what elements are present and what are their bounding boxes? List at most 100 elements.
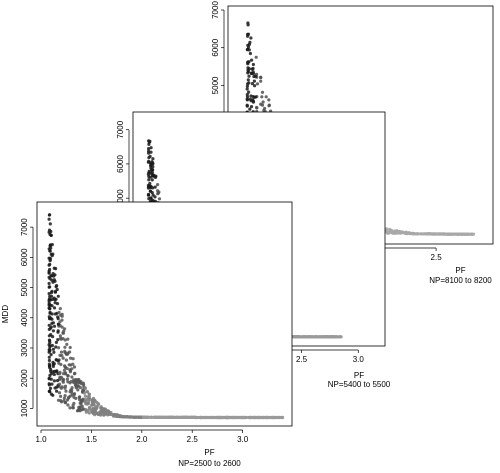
scatter-point [81, 381, 85, 385]
scatter-point [251, 66, 255, 71]
scatter-point [313, 335, 317, 339]
scatter-point [157, 197, 162, 201]
scatter-point [254, 55, 258, 59]
scatter-point [152, 415, 156, 419]
scatter-point [58, 334, 63, 338]
scatter-point [65, 366, 69, 371]
scatter-point [441, 232, 445, 236]
panel-subtitle: NP=5400 to 5500 [328, 380, 391, 389]
x-tick-label: 2.5 [187, 435, 199, 444]
scatter-point [251, 98, 255, 102]
scatter-point [50, 317, 54, 321]
scatter-point [52, 350, 56, 354]
scatter-point [68, 368, 72, 373]
scatter-point [63, 345, 67, 349]
scatter-point [156, 183, 160, 187]
scatter-point [249, 36, 253, 40]
scatter-point [48, 389, 52, 394]
scatter-point [48, 316, 52, 321]
scatter-point [191, 415, 195, 419]
scatter-point [146, 415, 150, 419]
scatter-point [437, 232, 442, 236]
scatter-point [259, 75, 263, 79]
scatter-point [61, 372, 65, 376]
scatter-point [56, 338, 60, 342]
scatter-point [59, 362, 63, 367]
scatter-point [150, 178, 154, 182]
scatter-point [156, 191, 160, 195]
scatter-point [245, 47, 250, 51]
scatter-point [52, 324, 57, 328]
scatter-point [151, 168, 155, 172]
scatter-point [246, 66, 250, 70]
x-tick-label: 1.0 [35, 435, 47, 444]
scatter-point [48, 386, 53, 390]
scatter-point [65, 398, 70, 402]
scatter-point [245, 87, 249, 91]
scatter-point [70, 375, 74, 379]
x-axis-title: PF [204, 448, 214, 457]
scatter-point [71, 403, 75, 407]
scatter-point [147, 197, 151, 201]
scatter-point [203, 415, 207, 420]
scatter-point [55, 389, 59, 393]
scatter-point [71, 357, 75, 361]
scatter-point [158, 415, 162, 419]
scatter-point [56, 322, 61, 326]
scatter-point [53, 290, 58, 294]
scatter-point [52, 266, 56, 270]
scatter-point [47, 281, 51, 286]
scatter-point [59, 313, 63, 317]
scatter-point [81, 407, 85, 411]
scatter-point [77, 407, 81, 411]
scatter-point [419, 232, 423, 236]
x-tick-label: 3.0 [353, 355, 365, 364]
scatter-point [48, 262, 52, 266]
scatter-point [131, 415, 135, 419]
scatter-point [88, 405, 92, 409]
scatter-point [135, 415, 139, 419]
scatter-point [48, 267, 52, 272]
scatter-point [236, 415, 240, 420]
scatter-point [83, 394, 87, 398]
scatter-point [50, 278, 54, 282]
scatter-point [101, 411, 105, 415]
y-tick-label: 7000 [20, 218, 29, 236]
scatter-point [147, 169, 151, 173]
scatter-point [48, 307, 52, 311]
scatter-point [63, 351, 67, 355]
scatter-point [245, 97, 249, 101]
scatter-point [49, 229, 53, 234]
scatter-point [403, 231, 407, 235]
scatter-point [226, 415, 230, 420]
scatter-point [64, 389, 68, 393]
scatter-point [48, 256, 52, 260]
scatter-point [76, 384, 80, 388]
scatter-point [254, 415, 258, 420]
scatter-point [59, 336, 63, 340]
scatter-point [247, 74, 251, 78]
scatter-point [91, 410, 95, 414]
scatter-point [99, 405, 103, 409]
scatter-point [77, 377, 81, 382]
scatter-point [72, 365, 77, 369]
scatter-point [73, 371, 77, 375]
scatter-point [59, 350, 64, 354]
scatter-point [246, 60, 250, 64]
scatter-point [56, 315, 60, 319]
scatter-point [147, 147, 151, 151]
y-tick-label: 6000 [211, 38, 220, 56]
scatter-point [389, 230, 393, 234]
scatter-point [47, 213, 52, 217]
scatter-point [47, 376, 51, 381]
scatter-point [62, 399, 66, 403]
scatter-point [259, 79, 263, 83]
y-tick-label: 6000 [116, 154, 125, 172]
scatter-point [47, 275, 51, 279]
scatter-point [48, 348, 52, 352]
scatter-point [147, 193, 151, 197]
scatter-point [59, 399, 63, 403]
scatter-point [249, 105, 254, 109]
scatter-point [104, 412, 108, 416]
scatter-point [91, 407, 95, 411]
